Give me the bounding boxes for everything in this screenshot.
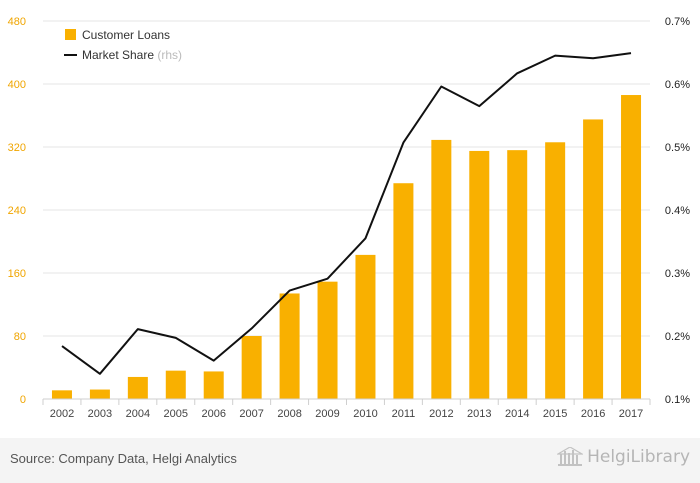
right-tick-label: 0.5% — [665, 142, 690, 154]
brand-name: HelgiLibrary — [587, 447, 690, 467]
x-tick-label: 2013 — [467, 408, 491, 420]
bar-customer-loans — [51, 390, 72, 399]
bar-customer-loans — [317, 281, 338, 399]
x-tick-label: 2008 — [277, 408, 301, 420]
right-tick-label: 0.3% — [665, 268, 690, 280]
x-tick-label: 2004 — [126, 408, 150, 420]
right-tick-label: 0.6% — [665, 79, 690, 91]
x-tick-label: 2011 — [392, 408, 416, 420]
x-tick-label: 2006 — [201, 408, 225, 420]
bar-customer-loans — [431, 139, 452, 399]
right-tick-label: 0.7% — [665, 16, 690, 28]
chart: 0 80 160 240 320 400 480 0.1% 0.2% 0.3% 0.4% 0.5% 0.… — [8, 16, 691, 420]
left-tick-label: 480 — [8, 16, 26, 28]
x-tick-label: 2012 — [429, 408, 453, 420]
bar-customer-loans — [393, 183, 414, 399]
x-tick-label: 2014 — [505, 408, 529, 420]
line-market-share — [61, 52, 632, 375]
bar-customer-loans — [241, 336, 262, 399]
x-tick-label: 2003 — [88, 408, 112, 420]
bar-customer-loans — [165, 370, 186, 399]
x-tick-label: 2002 — [50, 408, 74, 420]
left-tick-label: 400 — [8, 79, 26, 91]
x-tick-label: 2017 — [619, 408, 643, 420]
right-tick-label: 0.1% — [665, 394, 690, 406]
bar-customer-loans — [545, 142, 566, 399]
bar-customer-loans — [203, 371, 224, 399]
x-tick-label: 2009 — [315, 408, 339, 420]
bar-customer-loans — [279, 293, 300, 399]
bar-customer-loans — [621, 95, 642, 400]
footer-band — [0, 438, 700, 483]
bar-customer-loans — [583, 119, 604, 399]
bar-customer-loans — [355, 254, 376, 399]
right-tick-label: 0.4% — [665, 205, 690, 217]
right-tick-label: 0.2% — [665, 331, 690, 343]
x-tick-label: 2007 — [239, 408, 263, 420]
bar-customer-loans — [469, 150, 490, 399]
left-tick-label: 160 — [8, 268, 26, 280]
bar-customer-loans — [507, 150, 528, 399]
x-tick-label: 2016 — [581, 408, 605, 420]
x-tick-label: 2010 — [353, 408, 377, 420]
left-tick-label: 80 — [14, 331, 26, 343]
left-tick-label: 240 — [8, 205, 26, 217]
left-tick-label: 0 — [20, 394, 26, 406]
x-tick-label: 2015 — [543, 408, 567, 420]
brand-logo[interactable]: HelgiLibrary — [557, 447, 690, 467]
x-tick-label: 2005 — [164, 408, 188, 420]
helgi-building-icon — [557, 447, 584, 466]
left-tick-label: 320 — [8, 142, 26, 154]
bar-customer-loans — [127, 376, 148, 399]
legend-swatch-customer-loans — [65, 29, 76, 40]
legend-rhs-suffix: (rhs) — [157, 48, 182, 62]
legend-label-customer-loans: Customer Loans — [82, 28, 170, 42]
source-note: Source: Company Data, Helgi Analytics — [10, 451, 237, 466]
legend-label-market-share: Market Share (rhs) — [82, 48, 182, 62]
bar-customer-loans — [89, 389, 110, 399]
